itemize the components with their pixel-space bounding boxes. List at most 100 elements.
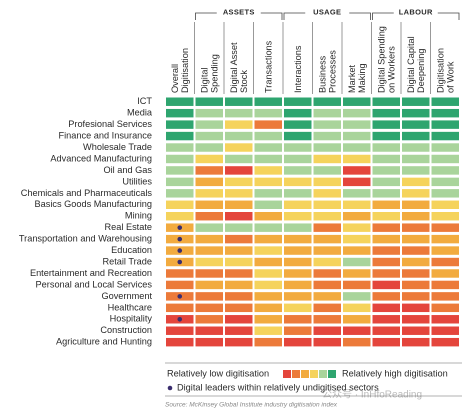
heat-cell [166, 337, 194, 347]
legend-swatch [319, 370, 327, 378]
group-label-bg [216, 7, 261, 18]
column-label: Digitisation [436, 48, 446, 93]
heat-cell [402, 303, 430, 313]
heat-cell [254, 303, 282, 313]
heat-cell [195, 131, 223, 141]
heat-cell [284, 269, 312, 278]
row-label: Profesional Services [68, 119, 152, 129]
heat-cell [431, 177, 459, 187]
heat-cell [284, 292, 312, 301]
column-label: Deepening [416, 49, 426, 93]
heat-cell [343, 269, 371, 278]
heat-cell [402, 154, 430, 164]
heat-cell [402, 234, 430, 244]
heat-cell [402, 246, 430, 255]
heat-cell [254, 131, 282, 141]
leader-dot [177, 259, 183, 265]
column-label: Spending [210, 54, 220, 93]
heat-cell [284, 315, 312, 324]
row-label: Chemicals and Pharmaceuticals [21, 188, 153, 198]
heat-cell [372, 223, 400, 232]
heat-cell [372, 212, 400, 221]
heat-cell [343, 326, 371, 335]
heat-cell [166, 200, 194, 209]
heat-cell [284, 337, 312, 347]
column-label: Market [347, 64, 357, 93]
heat-cell [195, 326, 223, 335]
heat-cell [195, 177, 223, 187]
heat-cell [225, 154, 253, 164]
heat-cell [431, 303, 459, 313]
heat-cell [254, 280, 282, 290]
heat-cell [343, 143, 371, 152]
column-label: Digital Spending [377, 26, 387, 93]
heat-cell [225, 108, 253, 118]
heat-cell [195, 108, 223, 118]
legend-leaders: Digital leaders within relatively undigi… [177, 382, 379, 392]
heat-cell [313, 337, 341, 347]
heat-cell [225, 166, 253, 175]
heat-cell [313, 189, 341, 198]
heat-cell [166, 97, 194, 106]
heat-cell [195, 212, 223, 221]
heat-cell [284, 120, 312, 129]
legend-swatch [301, 370, 309, 378]
heat-cell [402, 280, 430, 290]
heat-cell [372, 292, 400, 301]
heat-cell [313, 143, 341, 152]
heat-cell [372, 166, 400, 175]
heat-cell [372, 200, 400, 209]
heat-cell [284, 166, 312, 175]
heat-cell [343, 189, 371, 198]
heat-cell [254, 200, 282, 209]
heat-cell [166, 189, 194, 198]
row-label: Hospitality [110, 314, 153, 324]
heat-cell [166, 143, 194, 152]
heat-cell [313, 292, 341, 301]
leader-dot [177, 316, 183, 322]
heat-cell [431, 292, 459, 301]
heat-cell [313, 131, 341, 141]
row-label: Mining [125, 211, 152, 221]
heat-cell [343, 177, 371, 187]
heat-cell [431, 257, 459, 267]
heat-cell [254, 315, 282, 324]
heat-cell [225, 315, 253, 324]
heat-cell [402, 177, 430, 187]
row-label: Agriculture and Hunting [56, 337, 152, 347]
heat-cell [372, 315, 400, 324]
heat-cell [254, 257, 282, 267]
heat-cell [284, 177, 312, 187]
heat-cell [225, 303, 253, 313]
heat-cell [195, 234, 223, 244]
row-label: Finance and Insurance [59, 131, 152, 141]
heat-cell [225, 337, 253, 347]
heat-cell [402, 189, 430, 198]
heat-cell [431, 166, 459, 175]
heat-cell [402, 269, 430, 278]
heat-cell [343, 246, 371, 255]
row-label: Government [101, 291, 152, 301]
heat-cell [372, 269, 400, 278]
heat-cell [225, 131, 253, 141]
heat-cell [372, 303, 400, 313]
column-label: Overall [170, 64, 180, 93]
heat-cell [195, 315, 223, 324]
heat-cell [225, 120, 253, 129]
column-label: Digital [200, 67, 210, 93]
heat-cell [195, 269, 223, 278]
heat-cell [313, 326, 341, 335]
heat-cell [343, 292, 371, 301]
heat-cell [402, 223, 430, 232]
heat-cell [195, 246, 223, 255]
column-label: Processes [328, 50, 338, 93]
heat-cell [166, 280, 194, 290]
heat-cell [166, 303, 194, 313]
column-label: Interactions [293, 45, 303, 93]
row-label: Utilities [122, 176, 152, 186]
heat-cell [343, 212, 371, 221]
legend-swatch [310, 370, 318, 378]
heat-cell [225, 326, 253, 335]
leader-dot [177, 225, 183, 230]
